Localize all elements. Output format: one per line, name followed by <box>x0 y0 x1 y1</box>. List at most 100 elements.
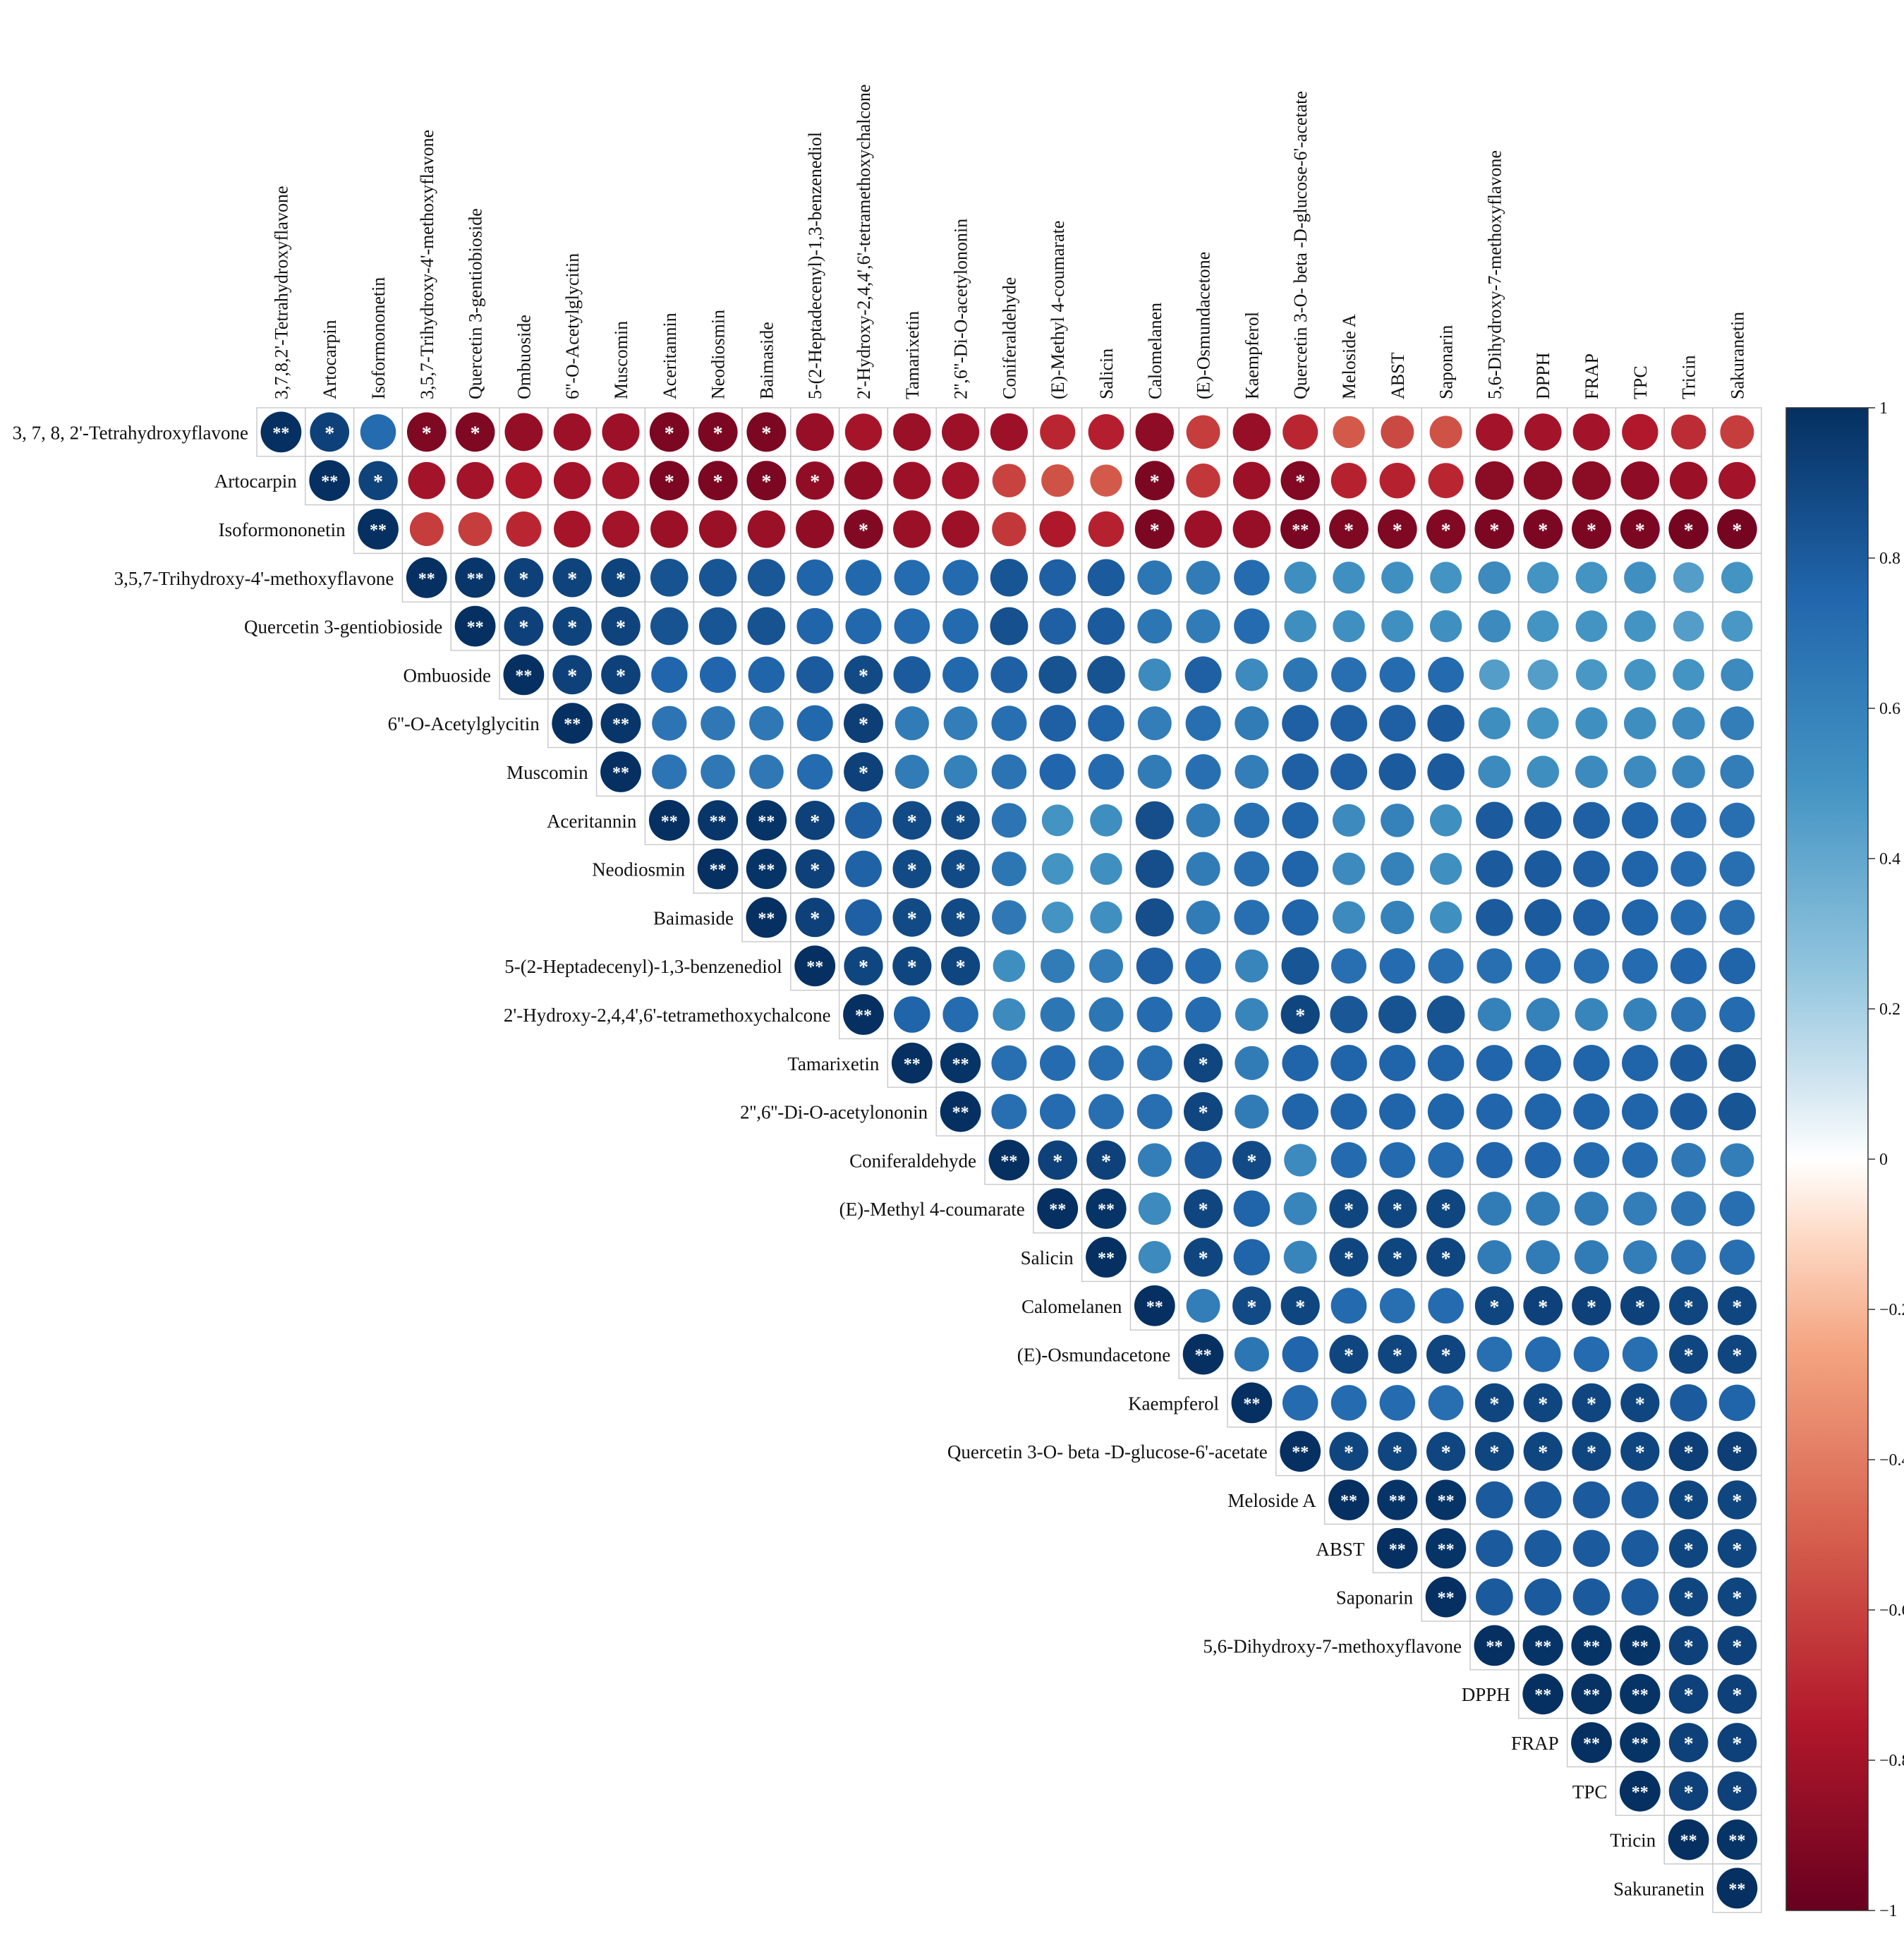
correlation-circle <box>795 849 835 889</box>
correlation-circle <box>1621 1578 1659 1616</box>
row-label: 3, 7, 8, 2'-Tetrahydroxyflavone <box>13 422 248 443</box>
correlation-circle <box>1428 948 1464 984</box>
significance-marker: * <box>761 471 771 493</box>
significance-marker: * <box>1538 520 1548 542</box>
correlation-circle <box>698 800 739 841</box>
column-label: 2'',6''-Di-O-acetylononin <box>951 219 971 399</box>
significance-marker: * <box>859 714 868 736</box>
correlation-circle <box>1527 610 1559 642</box>
row-label: FRAP <box>1511 1733 1559 1754</box>
correlation-circle <box>1717 1480 1757 1520</box>
significance-marker: * <box>1684 1733 1694 1755</box>
correlation-circle <box>650 510 689 548</box>
correlation-circle <box>1232 413 1271 452</box>
correlation-circle <box>1672 755 1705 789</box>
correlation-circle <box>649 461 689 501</box>
correlation-circle <box>1571 1722 1612 1763</box>
significance-marker: * <box>1489 520 1499 542</box>
significance-marker: ** <box>564 715 581 734</box>
correlation-circle <box>892 849 932 888</box>
row-label: Coniferaldehyde <box>849 1150 976 1171</box>
row-label: Muscomin <box>507 762 588 783</box>
correlation-circle <box>1381 900 1414 935</box>
significance-marker: ** <box>1534 1637 1551 1656</box>
significance-marker: ** <box>710 861 727 880</box>
correlation-circle <box>1527 756 1559 788</box>
correlation-circle <box>1186 1288 1220 1323</box>
correlation-circle <box>455 412 495 452</box>
correlation-circle <box>455 557 496 598</box>
column-label: Artocarpin <box>320 320 340 399</box>
significance-marker: * <box>1247 1151 1256 1173</box>
row-label: Ombuoside <box>404 665 492 686</box>
correlation-circle <box>1720 415 1754 449</box>
correlation-circle <box>1330 1093 1367 1130</box>
correlation-circle <box>1522 1673 1564 1715</box>
significance-marker: ** <box>612 715 629 734</box>
significance-marker: ** <box>370 521 387 540</box>
correlation-circle <box>1090 464 1122 497</box>
correlation-circle <box>1719 996 1755 1033</box>
correlation-circle <box>1716 1867 1758 1909</box>
correlation-circle <box>796 656 834 694</box>
correlation-circle <box>1282 1045 1318 1082</box>
correlation-circle <box>652 705 687 741</box>
correlation-circle <box>1721 658 1754 691</box>
correlation-circle <box>1136 1045 1172 1081</box>
correlation-circle <box>698 559 737 597</box>
significance-marker: * <box>956 860 966 882</box>
correlation-circle <box>1623 998 1657 1031</box>
correlation-circle <box>1572 1431 1611 1471</box>
correlation-circle <box>1669 1480 1709 1520</box>
correlation-circle <box>1622 899 1659 936</box>
correlation-circle <box>1476 1481 1513 1519</box>
column-label: FRAP <box>1582 353 1602 399</box>
correlation-circle <box>1670 1240 1706 1275</box>
correlation-circle <box>1377 509 1417 549</box>
significance-marker: * <box>1684 1539 1694 1561</box>
correlation-circle <box>1039 559 1077 596</box>
correlation-circle <box>1381 415 1414 449</box>
correlation-circle <box>1524 947 1561 984</box>
correlation-circle <box>845 608 882 645</box>
correlation-circle <box>1719 900 1755 935</box>
significance-marker: * <box>1441 520 1451 542</box>
correlation-circle <box>1524 801 1562 840</box>
column-label: Salicin <box>1096 349 1117 399</box>
correlation-circle <box>1621 1481 1659 1519</box>
correlation-circle <box>1282 1385 1318 1421</box>
significance-marker: * <box>713 471 723 493</box>
correlation-circle <box>1134 509 1175 549</box>
correlation-circle <box>1718 461 1756 499</box>
correlation-circle <box>1523 509 1563 549</box>
significance-marker: * <box>1538 1442 1548 1464</box>
correlation-circle <box>1282 802 1318 839</box>
correlation-circle <box>891 1042 933 1084</box>
correlation-circle <box>1138 1192 1171 1225</box>
correlation-circle <box>1571 1625 1612 1666</box>
significance-marker: * <box>859 763 868 785</box>
correlation-circle <box>552 655 593 695</box>
correlation-circle <box>1331 657 1366 693</box>
correlation-circle <box>796 461 835 500</box>
correlation-circle <box>1668 1431 1709 1472</box>
correlation-circle <box>1137 754 1172 789</box>
correlation-circle <box>1575 659 1608 691</box>
row-label: Quercetin 3-O- beta -D-glucose-6'-acetat… <box>947 1441 1268 1462</box>
significance-marker: * <box>1344 1248 1354 1270</box>
correlation-circle <box>990 607 1029 646</box>
correlation-circle <box>458 512 492 546</box>
correlation-circle <box>1720 1143 1754 1177</box>
correlation-circle <box>1620 461 1660 500</box>
correlation-circle <box>796 753 833 790</box>
correlation-circle <box>1572 1481 1611 1519</box>
correlation-circle <box>1232 1141 1271 1180</box>
significance-marker: ** <box>952 1104 969 1122</box>
significance-marker: * <box>325 423 334 444</box>
correlation-circle <box>698 412 738 452</box>
correlation-circle <box>1668 1674 1709 1714</box>
significance-marker: * <box>1587 520 1596 542</box>
correlation-circle <box>748 656 785 694</box>
correlation-circle <box>796 509 835 549</box>
